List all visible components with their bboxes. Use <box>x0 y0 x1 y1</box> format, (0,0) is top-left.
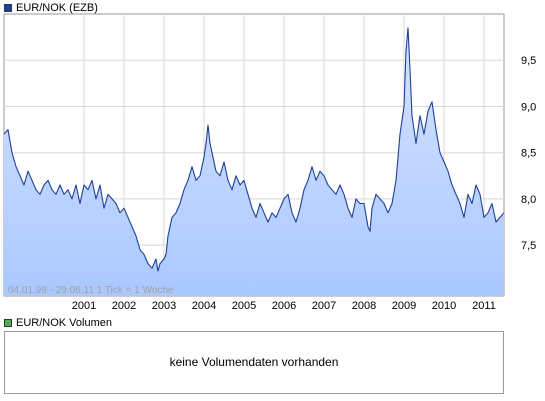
legend-main-swatch-icon <box>4 4 12 12</box>
legend-main-label: EUR/NOK (EZB) <box>16 2 98 14</box>
y-tick-label: 8,5 <box>521 148 536 160</box>
volume-message: keine Volumendaten vorhanden <box>169 355 339 369</box>
x-tick-label: 2005 <box>232 300 256 312</box>
x-tick-label: 2002 <box>112 300 136 312</box>
y-tick-label: 8,0 <box>521 194 536 206</box>
x-tick-label: 2009 <box>392 300 416 312</box>
legend-volume-swatch-icon <box>4 319 12 327</box>
x-tick-label: 2004 <box>192 300 216 312</box>
legend-volume: EUR/NOK Volumen <box>4 316 112 330</box>
legend-main: EUR/NOK (EZB) <box>4 1 98 15</box>
y-tick-label: 9,0 <box>521 101 536 113</box>
series-area <box>4 27 504 297</box>
y-tick-label: 9,5 <box>521 55 536 67</box>
price-chart: 7,5 8,0 8,5 9,0 9,5 2001 2002 2003 2004 2005 2006… <box>3 13 536 312</box>
legend-volume-label: EUR/NOK Volumen <box>16 317 112 329</box>
y-tick-label: 7,5 <box>521 240 536 252</box>
x-tick-label: 2010 <box>432 300 456 312</box>
x-tick-label: 2011 <box>472 300 496 312</box>
x-tick-label: 2006 <box>272 300 296 312</box>
x-tick-label: 2007 <box>312 300 336 312</box>
y-axis: 7,5 8,0 8,5 9,0 9,5 <box>521 55 536 252</box>
x-tick-label: 2001 <box>72 300 96 312</box>
date-range-label: 04.01.99 - 29.06.11 1 Tick = 1 Woche <box>8 285 174 296</box>
chart-series <box>3 27 505 297</box>
volume-panel: keine Volumendaten vorhanden <box>4 331 504 394</box>
x-tick-label: 2008 <box>352 300 376 312</box>
series-line <box>3 27 505 272</box>
x-axis: 2001 2002 2003 2004 2005 2006 2007 2008 2009 2010… <box>72 300 496 312</box>
x-tick-label: 2003 <box>152 300 176 312</box>
